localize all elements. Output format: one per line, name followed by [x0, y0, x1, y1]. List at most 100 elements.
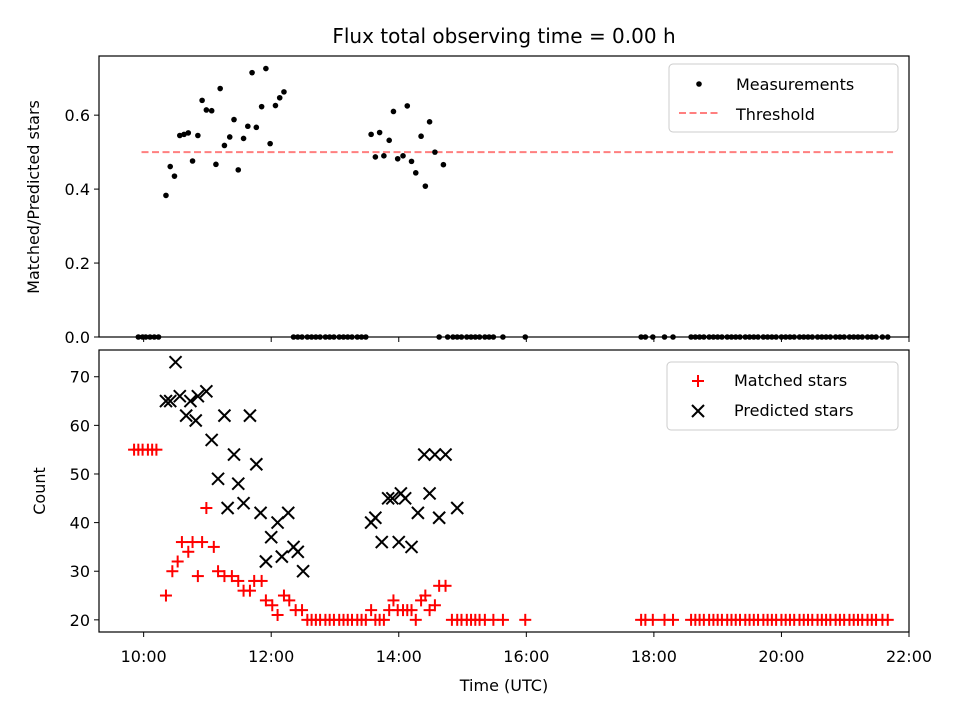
- predicted-star-point: [163, 394, 177, 408]
- predicted-star-point: [368, 511, 383, 525]
- x-tick-label: 16:00: [503, 647, 549, 666]
- top-legend: Measurements Threshold: [668, 63, 899, 133]
- measurement-point: [171, 173, 178, 179]
- bottom-legend-box: [666, 361, 899, 431]
- measurement-point: [368, 131, 374, 138]
- measurement-point: [422, 183, 429, 189]
- measurement-point: [181, 131, 187, 138]
- matched-star-point: [191, 570, 204, 583]
- measurement-point: [432, 149, 438, 155]
- predicted-star-point: [270, 515, 285, 530]
- legend-predicted-marker: [691, 404, 705, 418]
- matched-star-point: [409, 613, 422, 626]
- predicted-star-point: [243, 408, 257, 423]
- matched-star-point: [207, 540, 220, 553]
- bottom-legend: Matched stars Predicted stars: [666, 361, 899, 431]
- predicted-star-point: [253, 506, 268, 520]
- predicted-star-point: [231, 476, 245, 491]
- measurement-point: [390, 108, 397, 115]
- measurement-point: [408, 158, 415, 165]
- measurement-point: [258, 103, 265, 110]
- predicted-star-point: [392, 535, 406, 549]
- matched-star-point: [225, 570, 238, 583]
- predicted-star-point: [173, 389, 187, 403]
- predicted-star-point: [236, 496, 251, 510]
- matched-star-point: [171, 555, 184, 568]
- measurement-point: [412, 170, 419, 176]
- measurement-point: [440, 161, 447, 168]
- matched-star-point: [646, 613, 659, 626]
- measurement-point: [217, 85, 223, 92]
- x-tick-label: 14:00: [376, 647, 422, 666]
- legend-threshold-label: Threshold: [735, 105, 815, 124]
- top-legend-box: [668, 63, 899, 133]
- matched-star-point: [419, 589, 432, 602]
- y-tick-label: 20: [70, 611, 90, 630]
- predicted-star-point: [259, 554, 273, 569]
- measurement-point: [195, 132, 201, 139]
- measurement-point: [426, 119, 433, 125]
- bottom-y-ticks: 20 30 40 50 60 70: [70, 368, 99, 630]
- y-tick-label: 0.4: [65, 180, 90, 199]
- matched-star-point: [255, 574, 268, 587]
- measurement-point: [272, 102, 279, 109]
- measurement-point: [418, 133, 424, 140]
- predicted-star-point: [375, 535, 389, 549]
- matched-star-point: [439, 579, 452, 592]
- measurement-point: [394, 155, 401, 162]
- predicted-star-point: [189, 413, 203, 428]
- measurement-point: [263, 65, 269, 72]
- y-tick-label: 0.6: [65, 106, 90, 125]
- matched-star-point: [175, 536, 188, 549]
- predicted-star-point: [275, 549, 289, 564]
- matched-star-point: [283, 594, 296, 607]
- matched-star-point: [212, 565, 225, 578]
- measurement-point: [199, 97, 205, 104]
- matched-star-point: [271, 608, 284, 621]
- x-tick-label: 22:00: [886, 647, 932, 666]
- top-axes-frame: [98, 55, 910, 338]
- matched-star-point: [159, 589, 172, 602]
- predicted-star-point: [281, 506, 295, 520]
- measurement-point: [276, 94, 283, 101]
- legend-matched-label: Matched stars: [734, 371, 847, 390]
- matched-star-point: [387, 594, 400, 607]
- predicted-star-point: [404, 540, 419, 554]
- y-tick-label: 0.0: [65, 328, 90, 347]
- predicted-star-point: [179, 408, 193, 423]
- predicted-star-point: [438, 447, 453, 462]
- measurement-point: [404, 103, 411, 109]
- measurement-point: [189, 158, 196, 164]
- measurement-point: [167, 163, 174, 170]
- y-tick-label: 0.2: [65, 254, 90, 273]
- matched-star-point: [365, 604, 378, 617]
- y-tick-label: 70: [70, 368, 90, 387]
- y-tick-label: 50: [70, 465, 90, 484]
- predicted-star-point: [417, 447, 431, 462]
- predicted-star-point: [211, 472, 225, 486]
- predicted-star-point: [220, 501, 235, 515]
- matched-star-point: [166, 565, 179, 578]
- measurement-point: [231, 116, 237, 123]
- measurement-point: [213, 161, 219, 168]
- matched-star-point: [200, 502, 213, 515]
- matched-star-point: [519, 613, 532, 626]
- predicted-star-point: [183, 394, 198, 408]
- measurement-point: [176, 132, 183, 139]
- top-y-axis-label: Matched/Predicted stars: [24, 100, 43, 294]
- legend-measurements-label: Measurements: [736, 75, 854, 94]
- predicted-star-point: [296, 564, 310, 578]
- matched-star-point: [377, 613, 390, 626]
- predicted-star-point: [411, 506, 425, 520]
- matched-star-point: [266, 599, 279, 612]
- x-axis-label: Time (UTC): [459, 676, 548, 695]
- x-tick-label: 10:00: [121, 647, 167, 666]
- y-tick-label: 60: [70, 416, 90, 435]
- predicted-star-point: [249, 457, 264, 471]
- matched-star-point: [196, 536, 209, 549]
- measurement-point: [235, 167, 242, 173]
- x-tick-label: 12:00: [248, 647, 294, 666]
- matched-star-point: [296, 604, 309, 617]
- predicted-star-point: [291, 545, 305, 559]
